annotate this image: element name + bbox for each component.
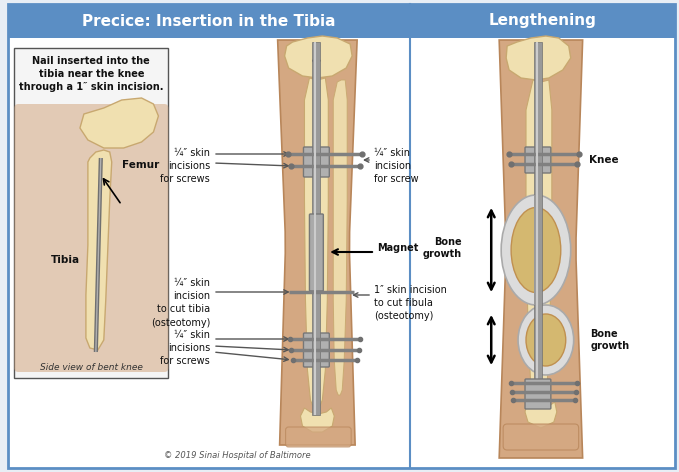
- Text: Knee: Knee: [589, 155, 618, 165]
- Polygon shape: [285, 36, 352, 78]
- Ellipse shape: [526, 314, 566, 366]
- Ellipse shape: [511, 208, 561, 293]
- Text: ¼″ skin
incisions
for screws: ¼″ skin incisions for screws: [160, 148, 210, 185]
- Text: © 2019 Sinai Hospital of Baltimore: © 2019 Sinai Hospital of Baltimore: [164, 451, 310, 460]
- FancyBboxPatch shape: [310, 214, 323, 291]
- Text: ¼″ skin
incision
for screw: ¼″ skin incision for screw: [374, 148, 419, 185]
- FancyBboxPatch shape: [409, 4, 675, 38]
- Text: Tibia: Tibia: [51, 255, 80, 265]
- Text: Precice: Insertion in the Tibia: Precice: Insertion in the Tibia: [82, 14, 336, 28]
- FancyBboxPatch shape: [312, 42, 320, 415]
- Text: Magnet: Magnet: [377, 243, 418, 253]
- Polygon shape: [506, 36, 571, 80]
- FancyBboxPatch shape: [14, 104, 168, 372]
- Polygon shape: [301, 408, 334, 432]
- Polygon shape: [278, 40, 357, 445]
- FancyBboxPatch shape: [8, 4, 409, 38]
- Polygon shape: [333, 80, 347, 395]
- Text: Nail inserted into the
tibia near the knee
through a 1″ skin incision.: Nail inserted into the tibia near the kn…: [19, 56, 164, 93]
- FancyBboxPatch shape: [8, 4, 675, 468]
- Ellipse shape: [501, 195, 571, 305]
- Text: Side view of bent knee: Side view of bent knee: [40, 363, 143, 372]
- Polygon shape: [499, 40, 583, 458]
- FancyBboxPatch shape: [525, 379, 551, 409]
- Text: ¼″ skin
incisions
for screws: ¼″ skin incisions for screws: [160, 330, 210, 366]
- Text: Femur: Femur: [122, 160, 159, 170]
- Polygon shape: [304, 78, 329, 410]
- Text: Bone
growth: Bone growth: [591, 329, 629, 351]
- FancyBboxPatch shape: [304, 333, 329, 367]
- FancyBboxPatch shape: [534, 42, 542, 408]
- FancyBboxPatch shape: [534, 195, 542, 305]
- FancyBboxPatch shape: [286, 427, 351, 447]
- Text: Bone
growth: Bone growth: [422, 237, 462, 259]
- Text: 1″ skin incision
to cut fibula
(osteotomy): 1″ skin incision to cut fibula (osteotom…: [374, 285, 447, 321]
- Text: ¼″ skin
incision
to cut tibia
(osteotomy): ¼″ skin incision to cut tibia (osteotomy…: [151, 278, 210, 328]
- FancyBboxPatch shape: [503, 424, 579, 450]
- Polygon shape: [80, 98, 158, 148]
- FancyBboxPatch shape: [14, 48, 168, 378]
- Ellipse shape: [518, 305, 574, 375]
- Polygon shape: [86, 150, 112, 350]
- FancyBboxPatch shape: [304, 147, 329, 177]
- Polygon shape: [525, 402, 557, 428]
- FancyBboxPatch shape: [525, 147, 551, 173]
- Polygon shape: [526, 80, 552, 404]
- Text: Lengthening: Lengthening: [488, 14, 596, 28]
